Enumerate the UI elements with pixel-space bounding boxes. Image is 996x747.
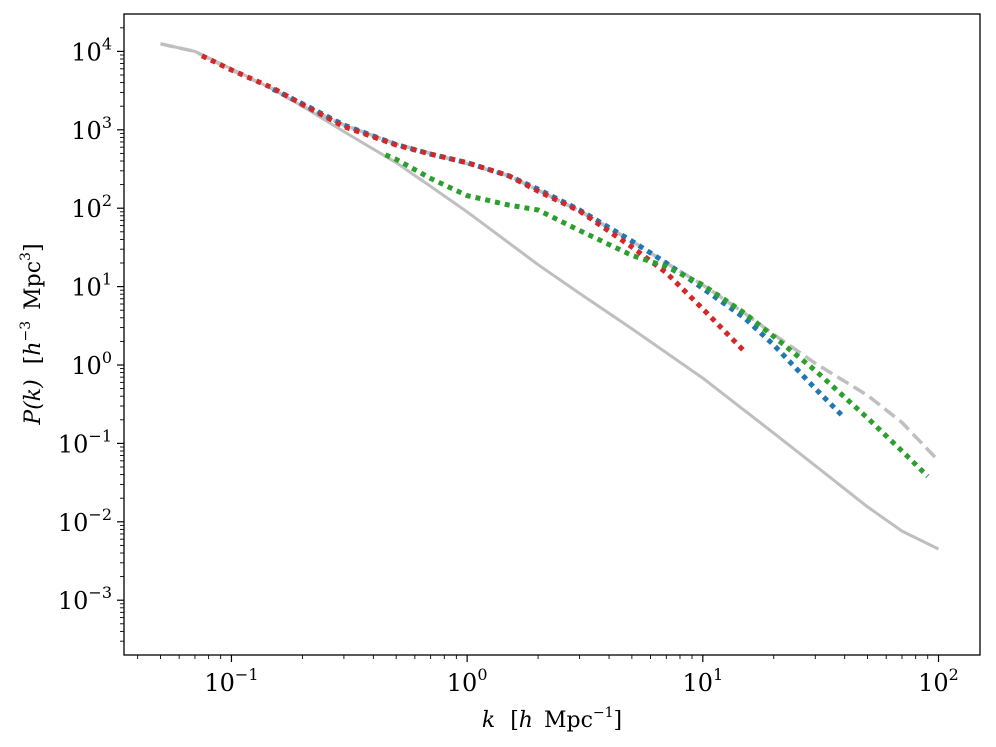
- x-tick-label: 100: [447, 665, 488, 697]
- x-tick-label: 101: [682, 665, 723, 697]
- series-layer: [160, 42, 940, 551]
- x-axis-label: k [h Mpc−1]: [482, 705, 622, 733]
- series-line-5-dotted: [384, 152, 930, 479]
- y-tick-label: 104: [71, 34, 112, 66]
- y-tick-label: 100: [71, 348, 112, 380]
- y-tick-label: 101: [71, 270, 112, 302]
- x-tick-label: 10−1: [204, 665, 258, 697]
- y-tick-label: 10−3: [58, 583, 112, 615]
- x-tick-label: 102: [918, 665, 959, 697]
- tick-label-layer: 10−1 100 101 102 10−3 10−2 10−1 100 101 102 103 104: [58, 34, 959, 697]
- plot-frame: [123, 13, 981, 656]
- y-tick-label: 103: [71, 113, 112, 145]
- y-tick-label: 10−2: [58, 505, 112, 537]
- tick-layer: [117, 27, 940, 662]
- y-axis-label: P(k) [h−3 Mpc3]: [11, 243, 46, 425]
- y-tick-label: 10−1: [58, 426, 112, 458]
- y-tick-label: 102: [71, 191, 112, 223]
